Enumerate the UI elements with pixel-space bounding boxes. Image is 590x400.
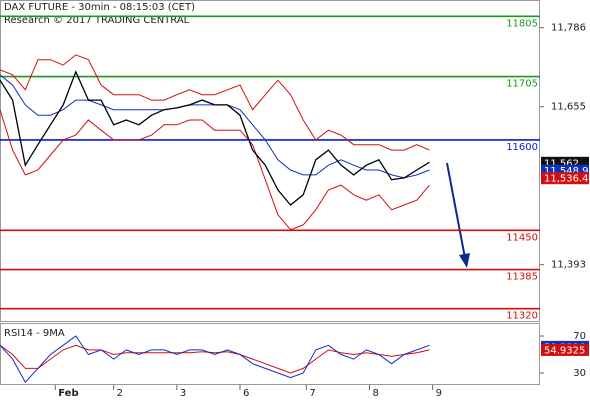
- level-label: 11805: [506, 18, 538, 29]
- y-tick-label: 11,655: [551, 102, 586, 113]
- price-line: [0, 70, 430, 206]
- forecast-arrow: [446, 162, 466, 259]
- level-label: 11320: [506, 311, 538, 322]
- x-tick-label: 6: [243, 388, 249, 399]
- price-line: [0, 109, 430, 231]
- x-tick-label: 3: [180, 388, 186, 399]
- rsi-line: [0, 335, 430, 384]
- rsi-line: [0, 344, 430, 374]
- x-tick-label: 7: [309, 388, 315, 399]
- price-panel-frame: [0, 0, 540, 322]
- chart-title: DAX FUTURE - 30min - 08:15:03 (CET): [4, 2, 195, 13]
- rsi-tick-label: 70: [573, 331, 586, 342]
- x-tick-label: 8: [372, 388, 378, 399]
- x-tick-label: 9: [436, 388, 442, 399]
- y-tick-label: 11,786: [551, 23, 586, 34]
- level-label: 11600: [506, 142, 538, 153]
- x-tick-label: Feb: [58, 388, 78, 399]
- level-label: 11705: [506, 79, 538, 90]
- price-tag-label: 11,562: [544, 158, 579, 169]
- forecast-arrowhead: [459, 253, 470, 268]
- rsi-title: RSI14 - 9MA: [4, 328, 65, 339]
- rsi-tick-label: 30: [573, 368, 586, 379]
- rsi-tag-label: 54.9325: [544, 345, 585, 356]
- price-line: [0, 74, 430, 179]
- price-tag-label: 11,548.9: [544, 166, 589, 177]
- x-tick-label: 2: [117, 388, 123, 399]
- rsi-tag: [541, 343, 589, 356]
- price-tag: [541, 172, 589, 185]
- level-label: 11450: [506, 232, 538, 243]
- level-label: 11385: [506, 272, 538, 283]
- chart-subtitle: Research © 2017 TRADING CENTRAL: [4, 15, 190, 26]
- y-tick-label: 11,393: [551, 260, 586, 271]
- price-line: [0, 54, 430, 151]
- price-tag-label: 11,536.4: [544, 174, 589, 185]
- rsi-panel-frame: [0, 323, 540, 385]
